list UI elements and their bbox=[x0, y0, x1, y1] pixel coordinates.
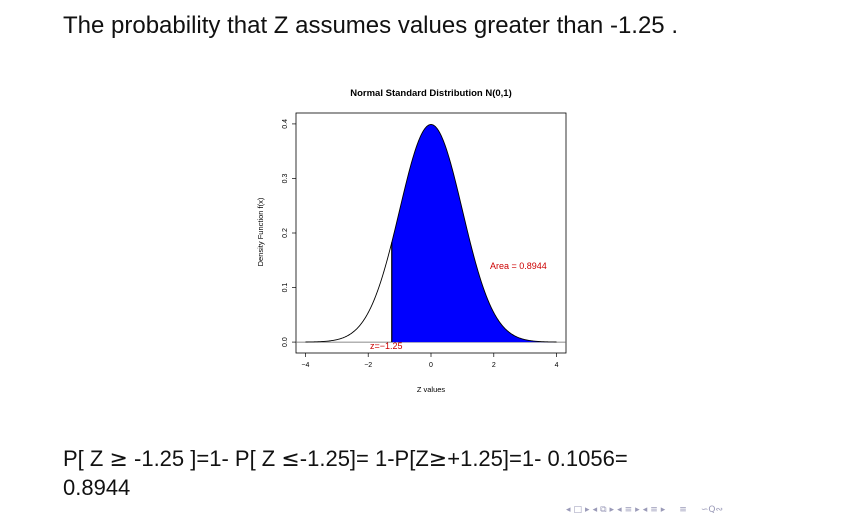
section-icon[interactable]: ≡ bbox=[624, 505, 633, 515]
nav-left-triangle-icon[interactable]: ◂ bbox=[566, 505, 571, 515]
ge-symbol: ≥ bbox=[428, 447, 448, 472]
frame-box-icon[interactable]: □ bbox=[573, 505, 583, 515]
normal-distribution-chart: Normal Standard Distribution N(0,1) −4 −2… bbox=[250, 80, 580, 400]
subsection-icon[interactable]: ⧉ bbox=[600, 505, 607, 515]
nav-left-triangle-icon[interactable]: ◂ bbox=[642, 505, 648, 515]
x-tick-label: 0 bbox=[429, 362, 433, 369]
chart-svg: Normal Standard Distribution N(0,1) −4 −2… bbox=[256, 88, 567, 394]
formula-part: +1.25]=1- 0.1056= bbox=[447, 446, 628, 471]
beamer-navigation-bar: ◂ □ ▸ ◂ ⧉ ▸ ◂ ≡ ▸ ◂ ≡ ▸ ≡ ∽Q∾ bbox=[566, 503, 723, 517]
formula-part: -1.25]= 1-P[Z bbox=[299, 446, 429, 471]
y-tick-label: 0.3 bbox=[282, 173, 289, 183]
probability-formula: P[ Z ≥ -1.25 ]=1- P[ Z ≤-1.25]= 1-P[Z≥+1… bbox=[63, 445, 783, 502]
y-tick-label: 0.1 bbox=[282, 283, 289, 293]
x-tick-label: −4 bbox=[301, 362, 309, 369]
nav-right-triangle-icon[interactable]: ▸ bbox=[660, 505, 666, 515]
x-tick-label: 2 bbox=[492, 362, 496, 369]
area-annotation: Area = 0.8944 bbox=[490, 261, 547, 271]
density-curve bbox=[305, 124, 557, 343]
y-axis-label: Density Function f(x) bbox=[256, 197, 265, 266]
ge-symbol: ≥ bbox=[109, 447, 128, 472]
x-tick-label: −2 bbox=[364, 362, 372, 369]
nav-right-triangle-icon[interactable]: ▸ bbox=[609, 505, 615, 515]
y-tick-label: 0.4 bbox=[282, 119, 289, 129]
le-symbol: ≤ bbox=[281, 447, 300, 472]
y-tick-label: 0.0 bbox=[282, 337, 289, 347]
formula-line-2: 0.8944 bbox=[63, 475, 131, 500]
slide-title: The probability that Z assumes values gr… bbox=[63, 12, 678, 39]
search-icon[interactable]: ∽Q∾ bbox=[700, 505, 724, 515]
nav-left-triangle-icon[interactable]: ◂ bbox=[617, 505, 622, 515]
document-icon[interactable]: ≡ bbox=[650, 505, 658, 515]
formula-part: P[ Z bbox=[63, 446, 110, 471]
formula-line-1: P[ Z ≥ -1.25 ]=1- P[ Z ≤-1.25]= 1-P[Z≥+1… bbox=[63, 445, 783, 474]
align-icon[interactable]: ≡ bbox=[679, 505, 687, 515]
nav-right-triangle-icon[interactable]: ▸ bbox=[635, 505, 640, 515]
formula-part: -1.25 ]=1- P[ Z bbox=[127, 446, 282, 471]
nav-left-triangle-icon[interactable]: ◂ bbox=[592, 505, 598, 515]
z-annotation: z=−1.25 bbox=[370, 341, 403, 351]
shaded-area bbox=[391, 124, 557, 343]
nav-right-triangle-icon[interactable]: ▸ bbox=[585, 505, 590, 515]
x-tick-label: 4 bbox=[555, 362, 559, 369]
chart-title: Normal Standard Distribution N(0,1) bbox=[350, 88, 512, 99]
x-axis-label: Z values bbox=[417, 385, 446, 394]
y-tick-label: 0.2 bbox=[282, 228, 289, 238]
